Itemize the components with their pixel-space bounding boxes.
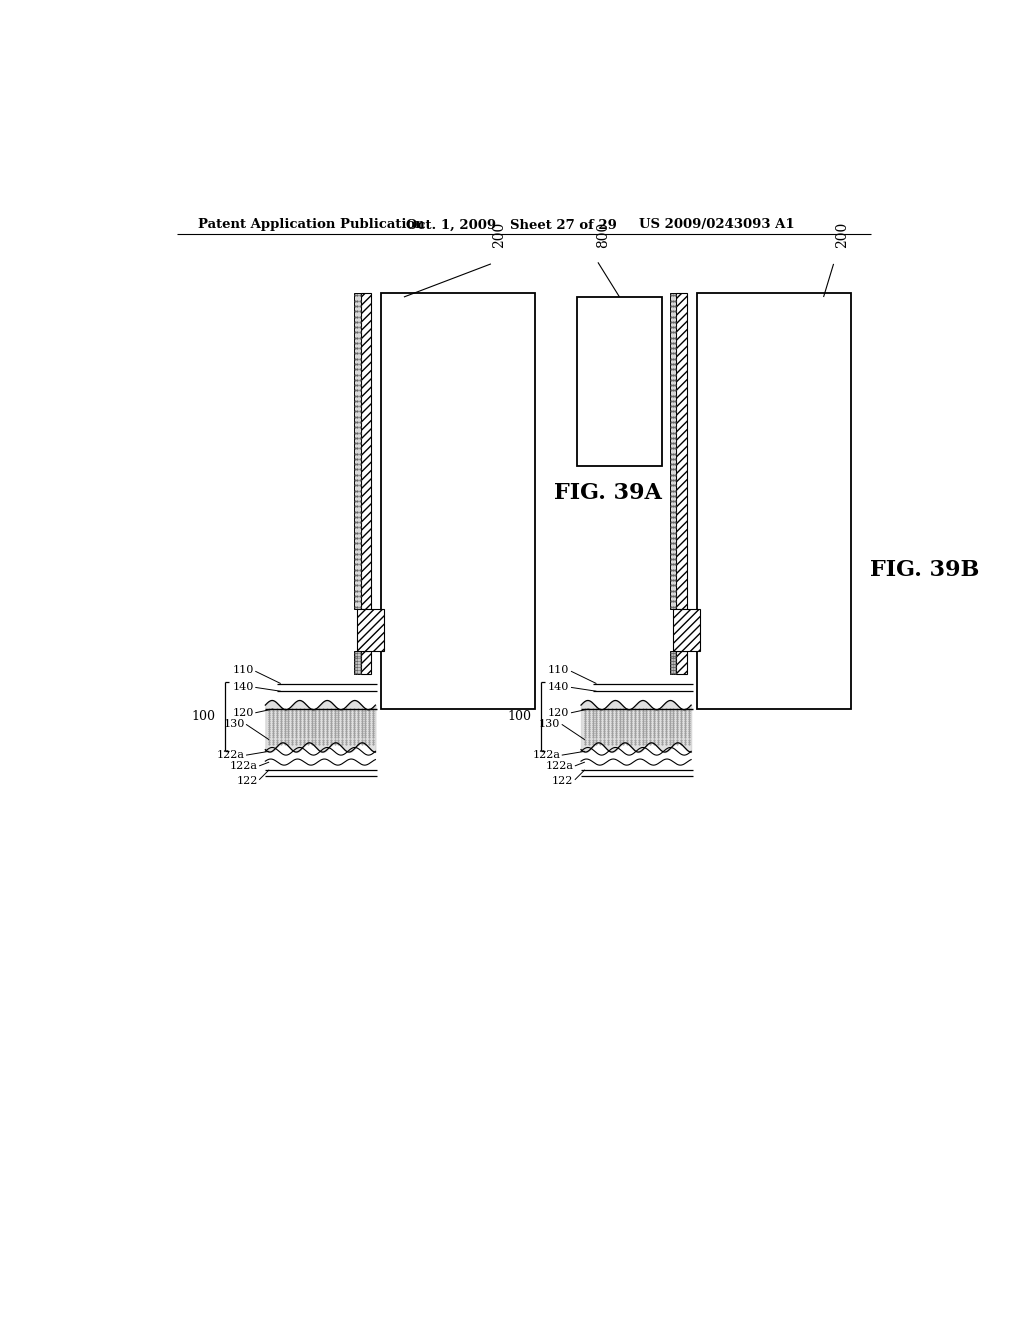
Text: 110: 110: [232, 665, 254, 675]
Text: 122: 122: [552, 776, 573, 787]
Bar: [354, 651, 360, 675]
Bar: [677, 293, 686, 609]
Text: 140: 140: [232, 682, 254, 693]
Bar: [670, 293, 677, 609]
Bar: [354, 293, 360, 609]
Text: FIG. 39B: FIG. 39B: [869, 560, 979, 581]
Text: 200: 200: [493, 222, 507, 248]
Bar: [360, 293, 371, 609]
Text: Patent Application Publication: Patent Application Publication: [199, 218, 425, 231]
Text: 122a: 122a: [229, 760, 258, 771]
Bar: [381, 293, 535, 709]
Bar: [670, 651, 677, 675]
Text: 130: 130: [539, 719, 560, 730]
Text: 140: 140: [548, 682, 569, 693]
Text: 120: 120: [548, 708, 569, 718]
Bar: [696, 293, 851, 709]
Text: 100: 100: [507, 710, 531, 723]
Bar: [578, 297, 662, 466]
Text: 130: 130: [223, 719, 245, 730]
Text: 122: 122: [237, 776, 258, 787]
Bar: [673, 609, 699, 651]
Text: US 2009/0243093 A1: US 2009/0243093 A1: [639, 218, 795, 231]
Text: 122a: 122a: [532, 750, 560, 760]
Text: 110: 110: [548, 665, 569, 675]
Bar: [357, 609, 384, 651]
Bar: [360, 651, 371, 675]
Text: 122a: 122a: [216, 750, 245, 760]
Bar: [677, 651, 686, 675]
Text: 800: 800: [596, 222, 610, 248]
Text: 200: 200: [836, 222, 849, 248]
Text: Oct. 1, 2009   Sheet 27 of 29: Oct. 1, 2009 Sheet 27 of 29: [407, 218, 617, 231]
Text: 122a: 122a: [546, 760, 573, 771]
Text: FIG. 39A: FIG. 39A: [554, 482, 662, 504]
Text: 100: 100: [191, 710, 215, 723]
Text: 120: 120: [232, 708, 254, 718]
